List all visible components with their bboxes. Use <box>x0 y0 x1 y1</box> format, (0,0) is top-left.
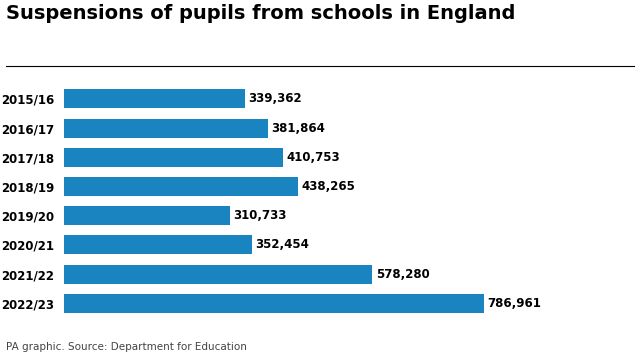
Text: 786,961: 786,961 <box>487 297 541 310</box>
Text: 438,265: 438,265 <box>301 180 355 193</box>
Text: 381,864: 381,864 <box>271 122 324 135</box>
Bar <box>64 294 484 313</box>
Text: Suspensions of pupils from schools in England: Suspensions of pupils from schools in En… <box>6 4 516 22</box>
Text: 339,362: 339,362 <box>248 93 302 105</box>
Bar <box>64 89 245 109</box>
Bar <box>64 206 230 225</box>
Bar <box>64 265 372 284</box>
Text: 352,454: 352,454 <box>255 239 309 251</box>
Bar <box>64 119 268 138</box>
Bar <box>64 177 298 196</box>
Bar <box>64 148 283 167</box>
Bar <box>64 235 252 255</box>
Text: 310,733: 310,733 <box>233 209 286 222</box>
Text: 410,753: 410,753 <box>286 151 340 164</box>
Text: 578,280: 578,280 <box>376 268 429 281</box>
Text: PA graphic. Source: Department for Education: PA graphic. Source: Department for Educa… <box>6 342 247 352</box>
